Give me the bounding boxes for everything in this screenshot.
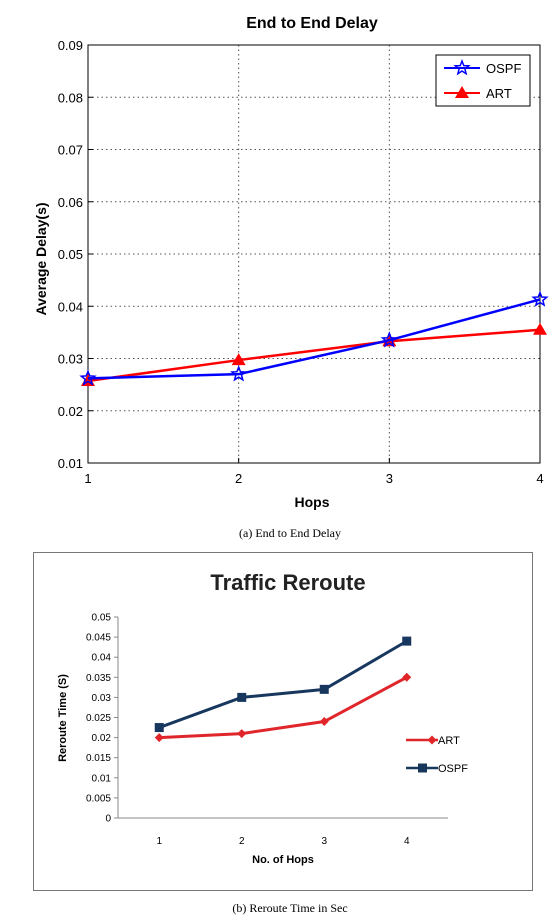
- chart1-y-tick-label: 0.05: [58, 247, 83, 262]
- chart1-y-tick-label: 0.03: [58, 352, 83, 367]
- chart1-title: End to End Delay: [246, 15, 378, 32]
- chart1-grid: [88, 45, 540, 463]
- chart2-title: Traffic Reroute: [210, 570, 365, 595]
- chart1-ospf-point: [380, 331, 399, 348]
- chart2-y-tick-label: 0.015: [86, 753, 111, 764]
- chart1-x-ticks: 1 2 3 4: [84, 458, 544, 486]
- chart1-legend-art-marker: [455, 86, 469, 98]
- chart2-y-tick-label: 0.045: [86, 633, 111, 644]
- chart1-art-point: [231, 353, 246, 366]
- chart2-ospf-point: [154, 723, 164, 733]
- chart1-y-tick-label: 0.02: [58, 404, 83, 419]
- chart2-y-ticks: 0 0.005 0.01 0.015 0.02 0.025 0.03 0.035 0.04 0.0…: [86, 613, 118, 825]
- chart2-y-tick-label: 0.02: [92, 733, 112, 744]
- chart2-series: [154, 636, 412, 743]
- chart1-x-tick-label: 2: [235, 471, 242, 486]
- chart1-y-axis-label: Average Delay(s): [33, 202, 49, 315]
- chart2-x-ticks: 1 2 3 4: [156, 836, 410, 847]
- chart2-y-tick-label: 0.035: [86, 673, 111, 684]
- chart2-y-tick-label: 0.025: [86, 713, 111, 724]
- chart1-y-tick-label: 0.07: [58, 143, 83, 158]
- chart2-art-line: [159, 675, 408, 740]
- chart2-y-tick-label: 0.03: [92, 693, 112, 704]
- chart2-x-tick-label: 3: [321, 836, 327, 847]
- chart1-ospf-point: [230, 365, 248, 382]
- chart2-ospf-point: [237, 692, 247, 702]
- chart2-legend: ART OSPF: [406, 735, 468, 775]
- chart1-legend-ospf-marker: [453, 58, 471, 76]
- chart1-legend: OSPF ART: [435, 54, 531, 107]
- chart2-caption: (b) Reroute Time in Sec: [232, 901, 347, 915]
- chart2-ospf-point: [402, 636, 412, 646]
- chart1-series: [79, 290, 549, 386]
- chart2-x-tick-label: 2: [239, 836, 245, 847]
- chart1-y-tick-label: 0.09: [58, 38, 83, 53]
- chart1-ospf-line: [87, 298, 541, 380]
- chart2-y-tick-label: 0.05: [92, 613, 112, 624]
- chart2-x-tick-label: 1: [156, 836, 162, 847]
- chart1-y-tick-label: 0.04: [58, 299, 83, 314]
- chart2-art-point: [154, 733, 164, 743]
- chart1-legend-ospf-label: OSPF: [486, 61, 521, 76]
- chart1-x-axis-label: Hops: [295, 494, 330, 510]
- chart2-frame: [33, 552, 533, 891]
- chart1-x-tick-label: 3: [386, 471, 393, 486]
- chart2-y-axis-label: Reroute Time (S): [57, 674, 69, 762]
- chart1-art-line: [87, 328, 541, 383]
- chart2-legend-art-label: ART: [438, 735, 460, 747]
- chart2-art-point: [319, 717, 329, 727]
- chart2-y-tick-label: 0.01: [92, 773, 112, 784]
- chart1-art-point: [533, 322, 547, 335]
- chart2-x-tick-label: 4: [404, 836, 410, 847]
- chart2-art-point: [402, 672, 412, 682]
- chart1-legend-box: [435, 54, 531, 107]
- chart1-y-tick-label: 0.01: [58, 456, 83, 471]
- chart2-legend-ospf-label: OSPF: [438, 763, 468, 775]
- chart2-art-point: [237, 729, 247, 739]
- chart2-ospf-point: [319, 684, 329, 694]
- chart2-x-axis-label: No. of Hops: [252, 854, 314, 866]
- chart1-ospf-point: [79, 369, 97, 386]
- chart1-y-tick-label: 0.06: [58, 195, 83, 210]
- chart1-y-ticks: 0.01 0.02 0.03 0.04 0.05 0.06 0.07 0.08 0.09: [58, 38, 93, 471]
- chart2-ospf-line: [158, 639, 408, 729]
- chart2-legend-art-marker: [427, 735, 437, 745]
- chart1-y-tick-label: 0.08: [58, 90, 83, 105]
- chart2-y-tick-label: 0.04: [92, 653, 112, 664]
- chart-end-to-end-delay: End to End Delay 0.010.020.030.040.050.0…: [33, 15, 549, 540]
- chart1-ospf-point: [531, 290, 549, 307]
- chart-traffic-reroute: Traffic Reroute 0 0.005 0.01 0.015 0.02 0.025…: [33, 552, 533, 915]
- chart2-y-tick-label: 0.005: [86, 793, 111, 804]
- chart1-legend-art-label: ART: [486, 86, 512, 101]
- chart2-y-tick-label: 0: [105, 814, 111, 825]
- chart1-caption: (a) End to End Delay: [239, 526, 341, 540]
- chart1-x-tick-label: 1: [84, 471, 91, 486]
- chart1-x-tick-label: 4: [536, 471, 543, 486]
- chart2-legend-ospf-marker: [418, 763, 427, 773]
